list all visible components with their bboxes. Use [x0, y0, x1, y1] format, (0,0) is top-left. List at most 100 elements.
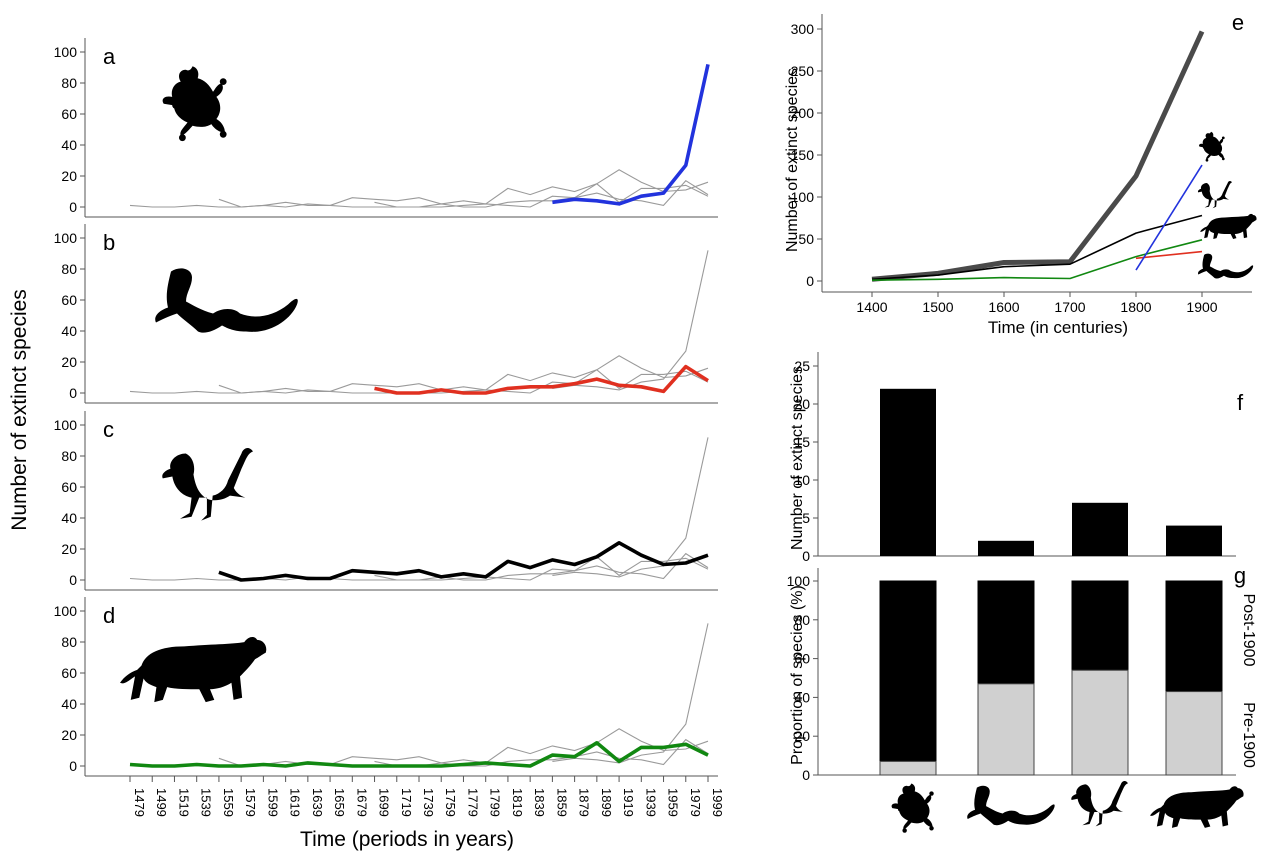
- x-tick-label: 1700: [1054, 299, 1085, 315]
- y-tick-label: 20: [61, 354, 77, 370]
- y-tick-label: 40: [61, 696, 77, 712]
- left-x-axis-label: Time (periods in years): [300, 828, 514, 851]
- x-tick-label: 1519: [176, 788, 191, 817]
- x-tick-label: 1499: [154, 788, 169, 817]
- bar-pre-1900-birds: [1071, 669, 1129, 776]
- bird-icon: [1071, 781, 1128, 827]
- series-line-reptiles: [1135, 250, 1203, 260]
- y-tick-label: 40: [794, 689, 810, 705]
- y-tick-label: 20: [794, 396, 810, 412]
- panel-b-letter: b: [103, 230, 115, 255]
- x-tick-label: 1899: [599, 788, 614, 817]
- frog-icon: [162, 66, 227, 142]
- lizard-icon: [967, 785, 1055, 826]
- y-tick-label: 80: [61, 75, 77, 91]
- x-tick-label: 1639: [310, 788, 325, 817]
- panel-f: f Number of extinct species 0 5 10 15 20 25: [789, 352, 1244, 564]
- x-tick-label: 1799: [488, 788, 503, 817]
- bar-mammals: [1166, 525, 1222, 556]
- y-tick-label: 0: [802, 767, 810, 783]
- y-tick-label: 150: [791, 147, 815, 163]
- y-tick-label: 60: [61, 665, 77, 681]
- x-tick-label: 1919: [621, 788, 636, 817]
- x-tick-label: 1599: [265, 788, 280, 817]
- x-tick-label: 1939: [643, 788, 658, 817]
- bar-amphibians: [880, 388, 936, 556]
- big-cat-icon: [120, 636, 267, 703]
- x-tick-label: 1579: [243, 788, 258, 817]
- lizard-icon: [1198, 253, 1254, 279]
- y-tick-label: 15: [794, 434, 810, 450]
- series-line-amphibians-highlight: [552, 64, 710, 206]
- x-tick-label: 1559: [221, 788, 236, 817]
- panel-g-y-axis-label: Proportion of species (%): [789, 585, 806, 765]
- series-line-mammals: [129, 183, 709, 208]
- left-panels: a020406080100b020406080100c020406080100d…: [54, 38, 725, 817]
- y-tick-label: 60: [61, 106, 77, 122]
- y-tick-label: 20: [61, 727, 77, 743]
- x-tick-label: 1999: [710, 788, 725, 817]
- bar-pre-1900-mammals: [1165, 691, 1223, 776]
- y-tick-label: 50: [798, 231, 814, 247]
- x-tick-label: 1839: [532, 788, 547, 817]
- bar-birds: [1072, 502, 1128, 556]
- panel-g: g Proportion of species (%) Post-1900 Pr…: [787, 563, 1257, 833]
- x-tick-label: 1479: [132, 788, 147, 817]
- panel-c: c 0 20 40 60 80 100: [54, 411, 718, 591]
- panel-b: b 0 20 40 60 80 100: [54, 224, 718, 404]
- panel-e-letter: e: [1232, 10, 1244, 35]
- panel-a: a 0 20 40 60 80 100: [54, 38, 718, 218]
- big-cat-icon: [1150, 786, 1244, 828]
- y-tick-label: 10: [794, 472, 810, 488]
- post-1900-label: Post-1900: [1240, 594, 1257, 667]
- bar-post-1900-reptiles: [977, 580, 1035, 685]
- x-tick-label: 1400: [856, 299, 887, 315]
- x-tick-label: 1659: [332, 788, 347, 817]
- y-tick-label: 0: [802, 548, 810, 564]
- y-tick-label: 0: [69, 572, 77, 588]
- bar-pre-1900-amphibians: [879, 760, 937, 776]
- x-tick-label: 1859: [554, 788, 569, 817]
- y-tick-label: 80: [61, 634, 77, 650]
- series-line-amphibians: [1135, 164, 1203, 271]
- x-tick-label: 1600: [988, 299, 1019, 315]
- x-tick-label: 1500: [922, 299, 953, 315]
- series-line-amphibians: [552, 623, 709, 764]
- y-tick-label: 25: [794, 358, 810, 374]
- series-line-mammals-highlight: [129, 741, 709, 768]
- bar-reptiles: [978, 540, 1034, 556]
- panel-e-y-axis-label: Number of extinct species: [784, 68, 801, 252]
- bird-icon: [1197, 181, 1232, 209]
- x-tick-label: 1779: [465, 788, 480, 817]
- series-line-birds: [218, 169, 709, 208]
- panel-f-letter: f: [1237, 390, 1244, 415]
- y-tick-label: 100: [54, 417, 78, 433]
- y-tick-label: 0: [69, 199, 77, 215]
- panel-e: e Number of extinct species Time (in cen…: [784, 10, 1257, 337]
- y-tick-label: 300: [791, 21, 815, 37]
- bar-post-1900-birds: [1071, 580, 1129, 671]
- y-tick-label: 5: [802, 510, 810, 526]
- x-tick-label: 1879: [577, 788, 592, 817]
- y-tick-label: 100: [54, 230, 78, 246]
- panel-f-y-axis-label: Number of extinct species: [789, 366, 806, 550]
- series-line-reptiles: [374, 179, 709, 208]
- y-tick-label: 60: [61, 479, 77, 495]
- frog-icon: [1199, 131, 1225, 162]
- y-tick-label: 80: [794, 612, 810, 628]
- panel-d: d 0 20 40 60 80 100 1479 1499 1519 1539 1559 1579 159…: [54, 597, 725, 817]
- y-tick-label: 40: [61, 137, 77, 153]
- series-line-birds-highlight: [218, 541, 709, 582]
- x-tick-label: 1739: [421, 788, 436, 817]
- panel-a-letter: a: [103, 44, 116, 69]
- x-tick-label: 1719: [399, 788, 414, 817]
- big-cat-icon: [1200, 213, 1257, 240]
- x-tick-label: 1819: [510, 788, 525, 817]
- panel-g-letter: g: [1234, 563, 1246, 588]
- series-line-total: [871, 30, 1205, 282]
- y-tick-label: 0: [69, 758, 77, 774]
- y-tick-label: 20: [61, 168, 77, 184]
- y-tick-label: 200: [791, 105, 815, 121]
- x-tick-label: 1679: [354, 788, 369, 817]
